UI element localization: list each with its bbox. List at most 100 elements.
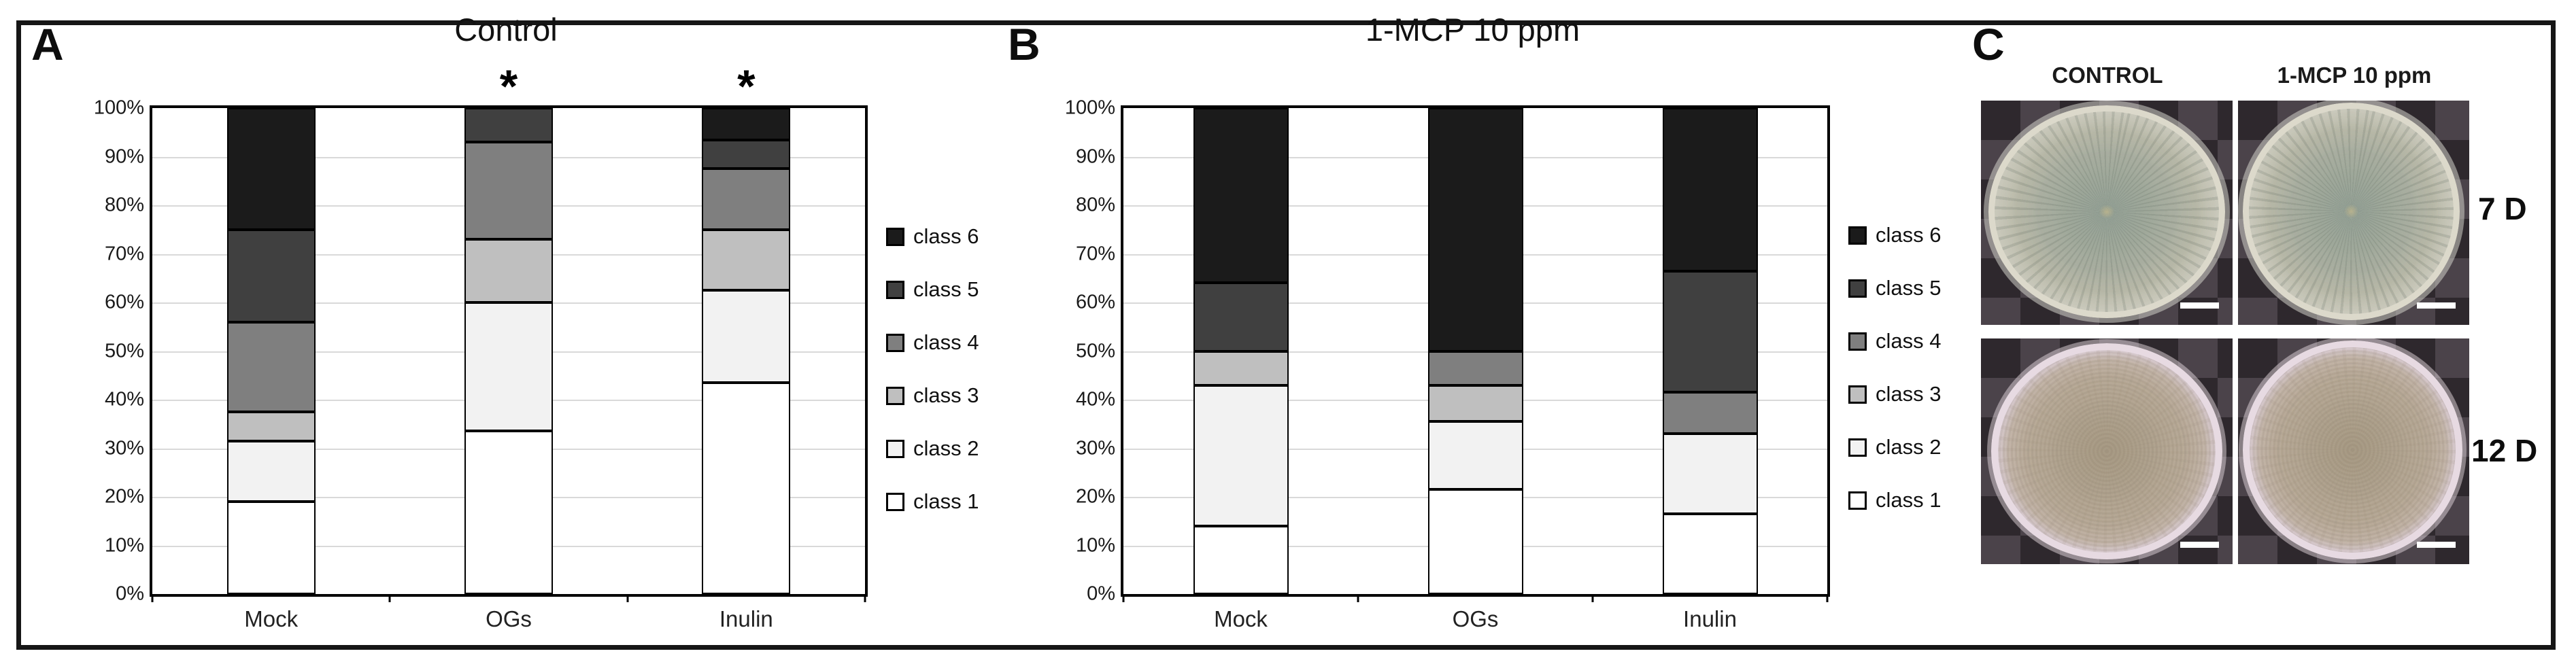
segment-class-6 <box>702 108 791 140</box>
scale-bar <box>2180 542 2219 548</box>
legend-swatch <box>1848 226 1867 245</box>
y-tick-label: 10% <box>1075 534 1115 556</box>
y-tick-label: 70% <box>1075 243 1115 264</box>
legend-item: class 5 <box>1848 276 1941 300</box>
legend-swatch <box>886 386 904 405</box>
legend-swatch <box>886 333 904 352</box>
segment-class-2 <box>1427 421 1523 490</box>
y-tick-label: 90% <box>1075 145 1115 167</box>
y-tick-label: 50% <box>104 340 144 362</box>
segment-class-3 <box>226 411 316 441</box>
x-category-label: Mock <box>1214 606 1268 631</box>
legend-label: class 5 <box>1876 276 1942 300</box>
segment-class-1 <box>226 502 316 594</box>
bar-mock <box>226 108 316 594</box>
scale-bar <box>2180 302 2219 309</box>
legend-label: class 4 <box>1876 329 1942 353</box>
petri-photo-control-12d <box>1981 338 2233 564</box>
legend-label: class 5 <box>913 277 979 301</box>
legend-label: class 2 <box>913 436 979 460</box>
panel-b-letter: B <box>1008 19 1040 69</box>
x-axis-tick <box>1591 594 1594 602</box>
x-axis-tick <box>1826 594 1829 602</box>
segment-class-2 <box>226 440 316 502</box>
panel-a-plot: 0% 10% 20% 30% 40% 50% 60% 70% 80% 90% 100% Mock OGs… <box>94 63 868 631</box>
legend-swatch <box>886 227 904 246</box>
legend-label: class 1 <box>913 489 979 513</box>
legend-label: class 3 <box>1876 382 1942 406</box>
y-tick-label: 80% <box>104 194 144 216</box>
row-label-12d: 12 D <box>2471 433 2538 468</box>
segment-class-3 <box>1193 351 1289 385</box>
legend-label: class 6 <box>913 224 979 248</box>
legend-item: class 4 <box>886 330 979 355</box>
legend-item: class 3 <box>886 383 979 408</box>
segment-class-5 <box>226 229 316 322</box>
segment-class-6 <box>1662 108 1758 271</box>
panel-a-legend: class 6 class 5 class 4 class 3 class 2 class… <box>886 224 979 514</box>
y-tick-label: 0% <box>1087 582 1115 605</box>
legend-item: class 3 <box>1848 382 1941 406</box>
figure-border <box>16 20 2556 650</box>
x-axis-tick <box>151 594 154 602</box>
x-axis-tick <box>1357 594 1359 602</box>
segment-class-5 <box>702 139 791 169</box>
petri-dish-control-12d <box>1990 343 2223 560</box>
segment-class-1 <box>1427 489 1523 594</box>
y-tick-label: 100% <box>93 97 144 119</box>
y-tick-label: 50% <box>1075 340 1115 362</box>
legend-swatch <box>1848 385 1867 404</box>
segment-class-4 <box>1427 351 1523 385</box>
x-category-label: Inulin <box>719 606 773 631</box>
segment-class-6 <box>1193 108 1289 283</box>
y-tick-label: 70% <box>104 243 144 264</box>
y-tick-label: 30% <box>1075 437 1115 459</box>
x-axis-tick <box>1122 594 1125 602</box>
panel-c-header-1mcp: 1-MCP 10 ppm <box>2277 63 2432 88</box>
significance-asterisk: * <box>499 60 518 113</box>
segment-class-1 <box>702 382 791 594</box>
panel-a-title: Control <box>454 12 558 48</box>
segment-class-5 <box>1193 283 1289 351</box>
legend-item: class 5 <box>886 277 979 302</box>
y-tick-label: 30% <box>104 437 144 459</box>
segment-class-5 <box>1662 271 1758 393</box>
legend-item: class 2 <box>886 436 979 461</box>
panel-c-letter: C <box>1972 19 2005 69</box>
legend-swatch <box>1848 279 1867 298</box>
y-tick-label: 40% <box>104 388 144 411</box>
petri-dish-control-7d <box>1988 105 2225 319</box>
panel-b-legend: class 6 class 5 class 4 class 3 class 2 class… <box>1848 223 1941 512</box>
x-category-label: OGs <box>486 606 532 631</box>
legend-label: class 2 <box>1876 435 1942 459</box>
legend-item: class 1 <box>1848 488 1941 512</box>
y-tick-label: 10% <box>104 534 144 556</box>
segment-class-4 <box>1662 392 1758 434</box>
segment-class-6 <box>1427 108 1523 351</box>
y-tick-label: 40% <box>1075 388 1115 411</box>
segment-class-3 <box>1427 385 1523 422</box>
panel-b-plot: 0% 10% 20% 30% 40% 50% 60% 70% 80% 90% 100% Mock OGs… <box>1065 97 1830 631</box>
legend-item: class 6 <box>886 224 979 249</box>
scale-bar <box>2417 302 2456 309</box>
segment-class-4 <box>702 169 791 230</box>
panel-a-letter: A <box>31 19 64 69</box>
y-tick-label: 20% <box>104 485 144 508</box>
segment-class-3 <box>464 239 553 303</box>
segment-class-5 <box>464 108 553 143</box>
legend-item: class 6 <box>1848 223 1941 247</box>
bar-inulin <box>702 108 791 594</box>
segment-class-1 <box>464 431 553 594</box>
significance-asterisk: * <box>737 60 756 113</box>
bar-ogs <box>464 108 553 594</box>
x-axis-tick <box>388 594 391 602</box>
petri-dish-1mcp-12d <box>2242 341 2462 560</box>
segment-class-1 <box>1193 525 1289 594</box>
y-tick-label: 0% <box>116 582 144 605</box>
row-label-7d: 7 D <box>2478 191 2527 226</box>
segment-class-4 <box>464 142 553 240</box>
legend-item: class 4 <box>1848 329 1941 353</box>
petri-photo-1mcp-7d <box>2238 101 2469 325</box>
segment-class-2 <box>1193 385 1289 526</box>
legend-item: class 2 <box>1848 435 1941 459</box>
